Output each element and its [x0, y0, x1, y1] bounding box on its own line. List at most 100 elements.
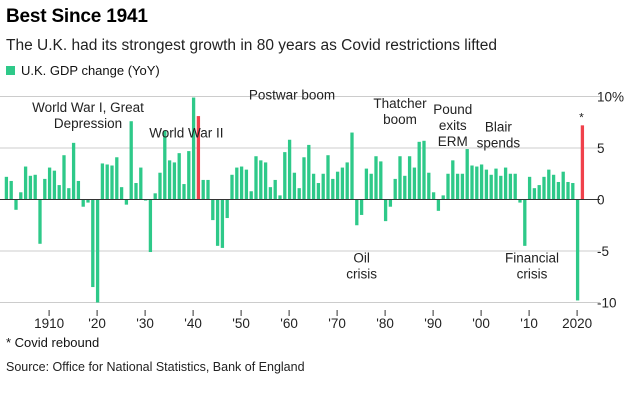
bar: [316, 183, 321, 200]
highlight-marker: *: [579, 110, 584, 124]
bar: [292, 172, 297, 200]
bar: [201, 179, 205, 200]
bar: [465, 149, 469, 200]
bar: [479, 164, 484, 200]
bar: [489, 174, 493, 200]
bar: [403, 175, 407, 200]
bar: [484, 169, 489, 200]
bar: [393, 178, 397, 200]
bar: [129, 121, 133, 200]
bar: [566, 181, 570, 200]
bar: [532, 188, 537, 200]
source-note: Source: Office for National Statistics, …: [6, 360, 305, 374]
x-tick-label: '30: [136, 316, 154, 331]
gdp-bar-chart: 10% 5 0 -5 -10 1910 '20 '30 '40 '50 '60 '70 '80 '90 '0…: [0, 88, 624, 331]
bar: [33, 174, 37, 200]
bar: [196, 116, 201, 200]
bar: [57, 185, 61, 200]
chart-subtitle: The U.K. had its strongest growth in 80 …: [6, 37, 498, 54]
bar: [95, 199, 100, 303]
bar: [273, 179, 277, 200]
y-tick-label: 10%: [597, 90, 624, 105]
y-tick-label: -5: [597, 244, 609, 259]
x-tick-label: '80: [376, 316, 394, 331]
bar: [230, 174, 234, 200]
bar: [542, 176, 546, 200]
bar: [547, 169, 551, 200]
bar: [359, 199, 364, 215]
annotation: Thatcher boom: [373, 96, 427, 127]
bar: [177, 153, 181, 200]
bar: [134, 183, 138, 200]
annotation: Oil crisis: [346, 250, 377, 281]
bar: [215, 199, 220, 246]
footnote: * Covid rebound: [6, 335, 100, 350]
x-tick-label: '90: [424, 316, 442, 331]
bar: [417, 141, 421, 200]
bar: [331, 178, 335, 200]
bar: [67, 188, 71, 200]
bar: [575, 199, 580, 301]
bar: [206, 179, 210, 200]
bar: [43, 178, 47, 200]
annotation: Financial crisis: [505, 250, 559, 281]
bar: [287, 139, 292, 200]
bar: [412, 167, 417, 200]
bar: [340, 167, 345, 200]
bar: [283, 152, 287, 200]
bar: [172, 162, 177, 200]
annotation: Pound exits ERM: [433, 102, 472, 149]
y-tick-label: 0: [597, 193, 605, 208]
bar: [143, 199, 148, 201]
x-tick-label: '20: [88, 316, 106, 331]
bar: [225, 199, 229, 219]
x-tick-label: 2020: [562, 316, 592, 331]
bar: [311, 173, 316, 200]
y-tick-label: -10: [597, 296, 617, 311]
bar: [158, 172, 162, 200]
bar: [455, 173, 460, 200]
x-tick-label: '10: [520, 316, 538, 331]
bar: [100, 163, 105, 200]
bar: [364, 168, 369, 200]
bar: [211, 199, 215, 221]
bar: [239, 166, 244, 200]
bar: [431, 192, 436, 200]
chart-title: Best Since 1941: [6, 6, 148, 27]
bar: [518, 199, 522, 203]
bar: [19, 192, 23, 200]
bar: [503, 167, 508, 200]
bar: [446, 173, 450, 200]
bar: [441, 195, 445, 200]
bar: [335, 171, 340, 200]
bar: [321, 173, 325, 200]
bar: [182, 184, 186, 200]
bar: [191, 97, 196, 200]
bar: [47, 167, 52, 200]
bar: [383, 199, 388, 222]
bar: [163, 130, 167, 200]
bar: [38, 199, 42, 244]
bar: [369, 173, 373, 200]
annotation: World War II: [149, 126, 223, 141]
bar: [302, 157, 306, 200]
bar: [422, 140, 426, 200]
bar: [388, 199, 393, 207]
bar: [374, 156, 378, 200]
x-tick-label: '40: [184, 316, 202, 331]
bar: [115, 157, 119, 200]
bar: [278, 195, 282, 200]
x-tick-label: '50: [232, 316, 250, 331]
bar: [451, 160, 455, 200]
bar: [407, 156, 412, 200]
bar: [551, 174, 556, 200]
bar: [124, 199, 129, 205]
bar: [268, 187, 273, 200]
x-tick-label: '00: [472, 316, 490, 331]
bar: [119, 187, 124, 200]
bar: [9, 180, 13, 200]
bar: [427, 172, 431, 200]
bar: [345, 162, 349, 200]
bar: [76, 180, 81, 200]
x-tick-label: 1910: [34, 316, 64, 331]
